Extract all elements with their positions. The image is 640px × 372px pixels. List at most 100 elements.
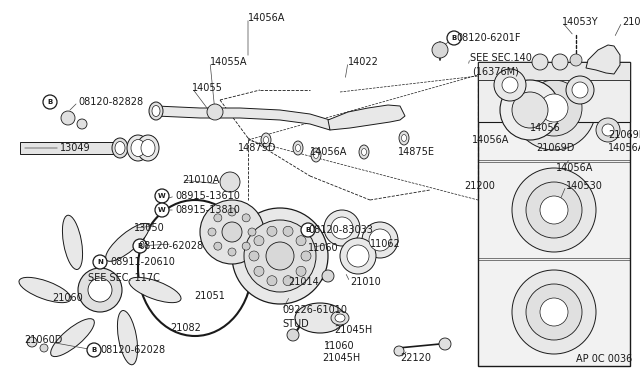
- Circle shape: [248, 228, 256, 236]
- Ellipse shape: [137, 135, 159, 161]
- Circle shape: [512, 92, 548, 128]
- Circle shape: [40, 344, 48, 352]
- Ellipse shape: [152, 106, 160, 116]
- Ellipse shape: [51, 319, 94, 357]
- Ellipse shape: [295, 303, 345, 333]
- Ellipse shape: [331, 311, 349, 325]
- Text: B: B: [47, 99, 52, 105]
- Ellipse shape: [131, 140, 145, 157]
- Text: 08911-20610: 08911-20610: [110, 257, 175, 267]
- Circle shape: [242, 214, 250, 222]
- Circle shape: [322, 270, 334, 282]
- Circle shape: [439, 338, 451, 350]
- Ellipse shape: [293, 141, 303, 155]
- Circle shape: [88, 278, 112, 302]
- Circle shape: [552, 54, 568, 70]
- Text: STUD: STUD: [282, 319, 308, 329]
- Text: B: B: [451, 35, 456, 41]
- Ellipse shape: [311, 148, 321, 162]
- Ellipse shape: [335, 314, 345, 322]
- Circle shape: [200, 200, 264, 264]
- Text: SEE SEC. 117C: SEE SEC. 117C: [88, 273, 160, 283]
- Circle shape: [566, 76, 594, 104]
- Text: 14056A: 14056A: [248, 13, 285, 23]
- Text: 21060D: 21060D: [24, 335, 62, 345]
- Circle shape: [133, 239, 147, 253]
- Ellipse shape: [359, 145, 369, 159]
- Text: 14053Y: 14053Y: [562, 17, 598, 27]
- Ellipse shape: [401, 135, 406, 141]
- Circle shape: [502, 77, 518, 93]
- Circle shape: [87, 343, 101, 357]
- Text: W: W: [158, 207, 166, 213]
- Text: 21082: 21082: [170, 323, 201, 333]
- Circle shape: [369, 229, 391, 251]
- Circle shape: [222, 222, 242, 242]
- Text: 14056A: 14056A: [310, 147, 348, 157]
- Ellipse shape: [141, 140, 155, 157]
- Text: 21069D: 21069D: [622, 17, 640, 27]
- Ellipse shape: [117, 311, 138, 365]
- Text: 140530: 140530: [566, 181, 603, 191]
- Ellipse shape: [127, 135, 149, 161]
- Text: 22120: 22120: [400, 353, 431, 363]
- Text: 08120-62028: 08120-62028: [138, 241, 203, 251]
- Bar: [478, 62, 630, 80]
- Text: 14875D: 14875D: [238, 143, 276, 153]
- Ellipse shape: [115, 141, 125, 154]
- Text: B: B: [92, 347, 97, 353]
- Text: 14056: 14056: [530, 123, 561, 133]
- Circle shape: [61, 111, 75, 125]
- Circle shape: [77, 119, 87, 129]
- Text: 08120-6201F: 08120-6201F: [456, 33, 520, 43]
- Text: 21060: 21060: [52, 293, 83, 303]
- Text: 21014: 21014: [288, 277, 319, 287]
- Text: 21069D: 21069D: [536, 143, 574, 153]
- Circle shape: [512, 270, 596, 354]
- Circle shape: [500, 80, 560, 140]
- Text: 21045H: 21045H: [322, 353, 360, 363]
- Text: N: N: [97, 259, 103, 265]
- Text: 13050: 13050: [134, 223, 164, 233]
- Circle shape: [296, 266, 306, 276]
- Circle shape: [526, 80, 582, 136]
- Text: 08915-13810: 08915-13810: [175, 205, 240, 215]
- Circle shape: [324, 210, 360, 246]
- Ellipse shape: [261, 133, 271, 147]
- Circle shape: [43, 95, 57, 109]
- Ellipse shape: [296, 144, 301, 151]
- Text: B: B: [305, 227, 310, 233]
- Circle shape: [267, 226, 277, 236]
- Circle shape: [296, 236, 306, 246]
- Text: AP 0C 0036: AP 0C 0036: [576, 354, 632, 364]
- Text: 21051: 21051: [194, 291, 225, 301]
- Polygon shape: [328, 105, 405, 130]
- Bar: [20, 142, 120, 154]
- Text: 14875E: 14875E: [398, 147, 435, 157]
- Circle shape: [362, 222, 398, 258]
- Ellipse shape: [19, 278, 71, 303]
- Circle shape: [93, 255, 107, 269]
- Circle shape: [540, 298, 568, 326]
- Polygon shape: [586, 45, 620, 74]
- Circle shape: [155, 189, 169, 203]
- Circle shape: [214, 242, 222, 250]
- Ellipse shape: [264, 137, 269, 144]
- Circle shape: [228, 248, 236, 256]
- Circle shape: [283, 276, 293, 286]
- Circle shape: [494, 69, 526, 101]
- Text: 21045H: 21045H: [334, 325, 372, 335]
- Circle shape: [220, 172, 240, 192]
- Circle shape: [340, 238, 376, 274]
- Text: 14056A: 14056A: [608, 143, 640, 153]
- Circle shape: [432, 42, 448, 58]
- Circle shape: [301, 251, 311, 261]
- Text: 21010: 21010: [350, 277, 381, 287]
- Ellipse shape: [235, 221, 325, 291]
- Circle shape: [155, 203, 169, 217]
- Text: 11060: 11060: [308, 243, 339, 253]
- Polygon shape: [156, 106, 330, 130]
- Text: 14055: 14055: [192, 83, 223, 93]
- Ellipse shape: [314, 151, 319, 158]
- Circle shape: [228, 208, 236, 216]
